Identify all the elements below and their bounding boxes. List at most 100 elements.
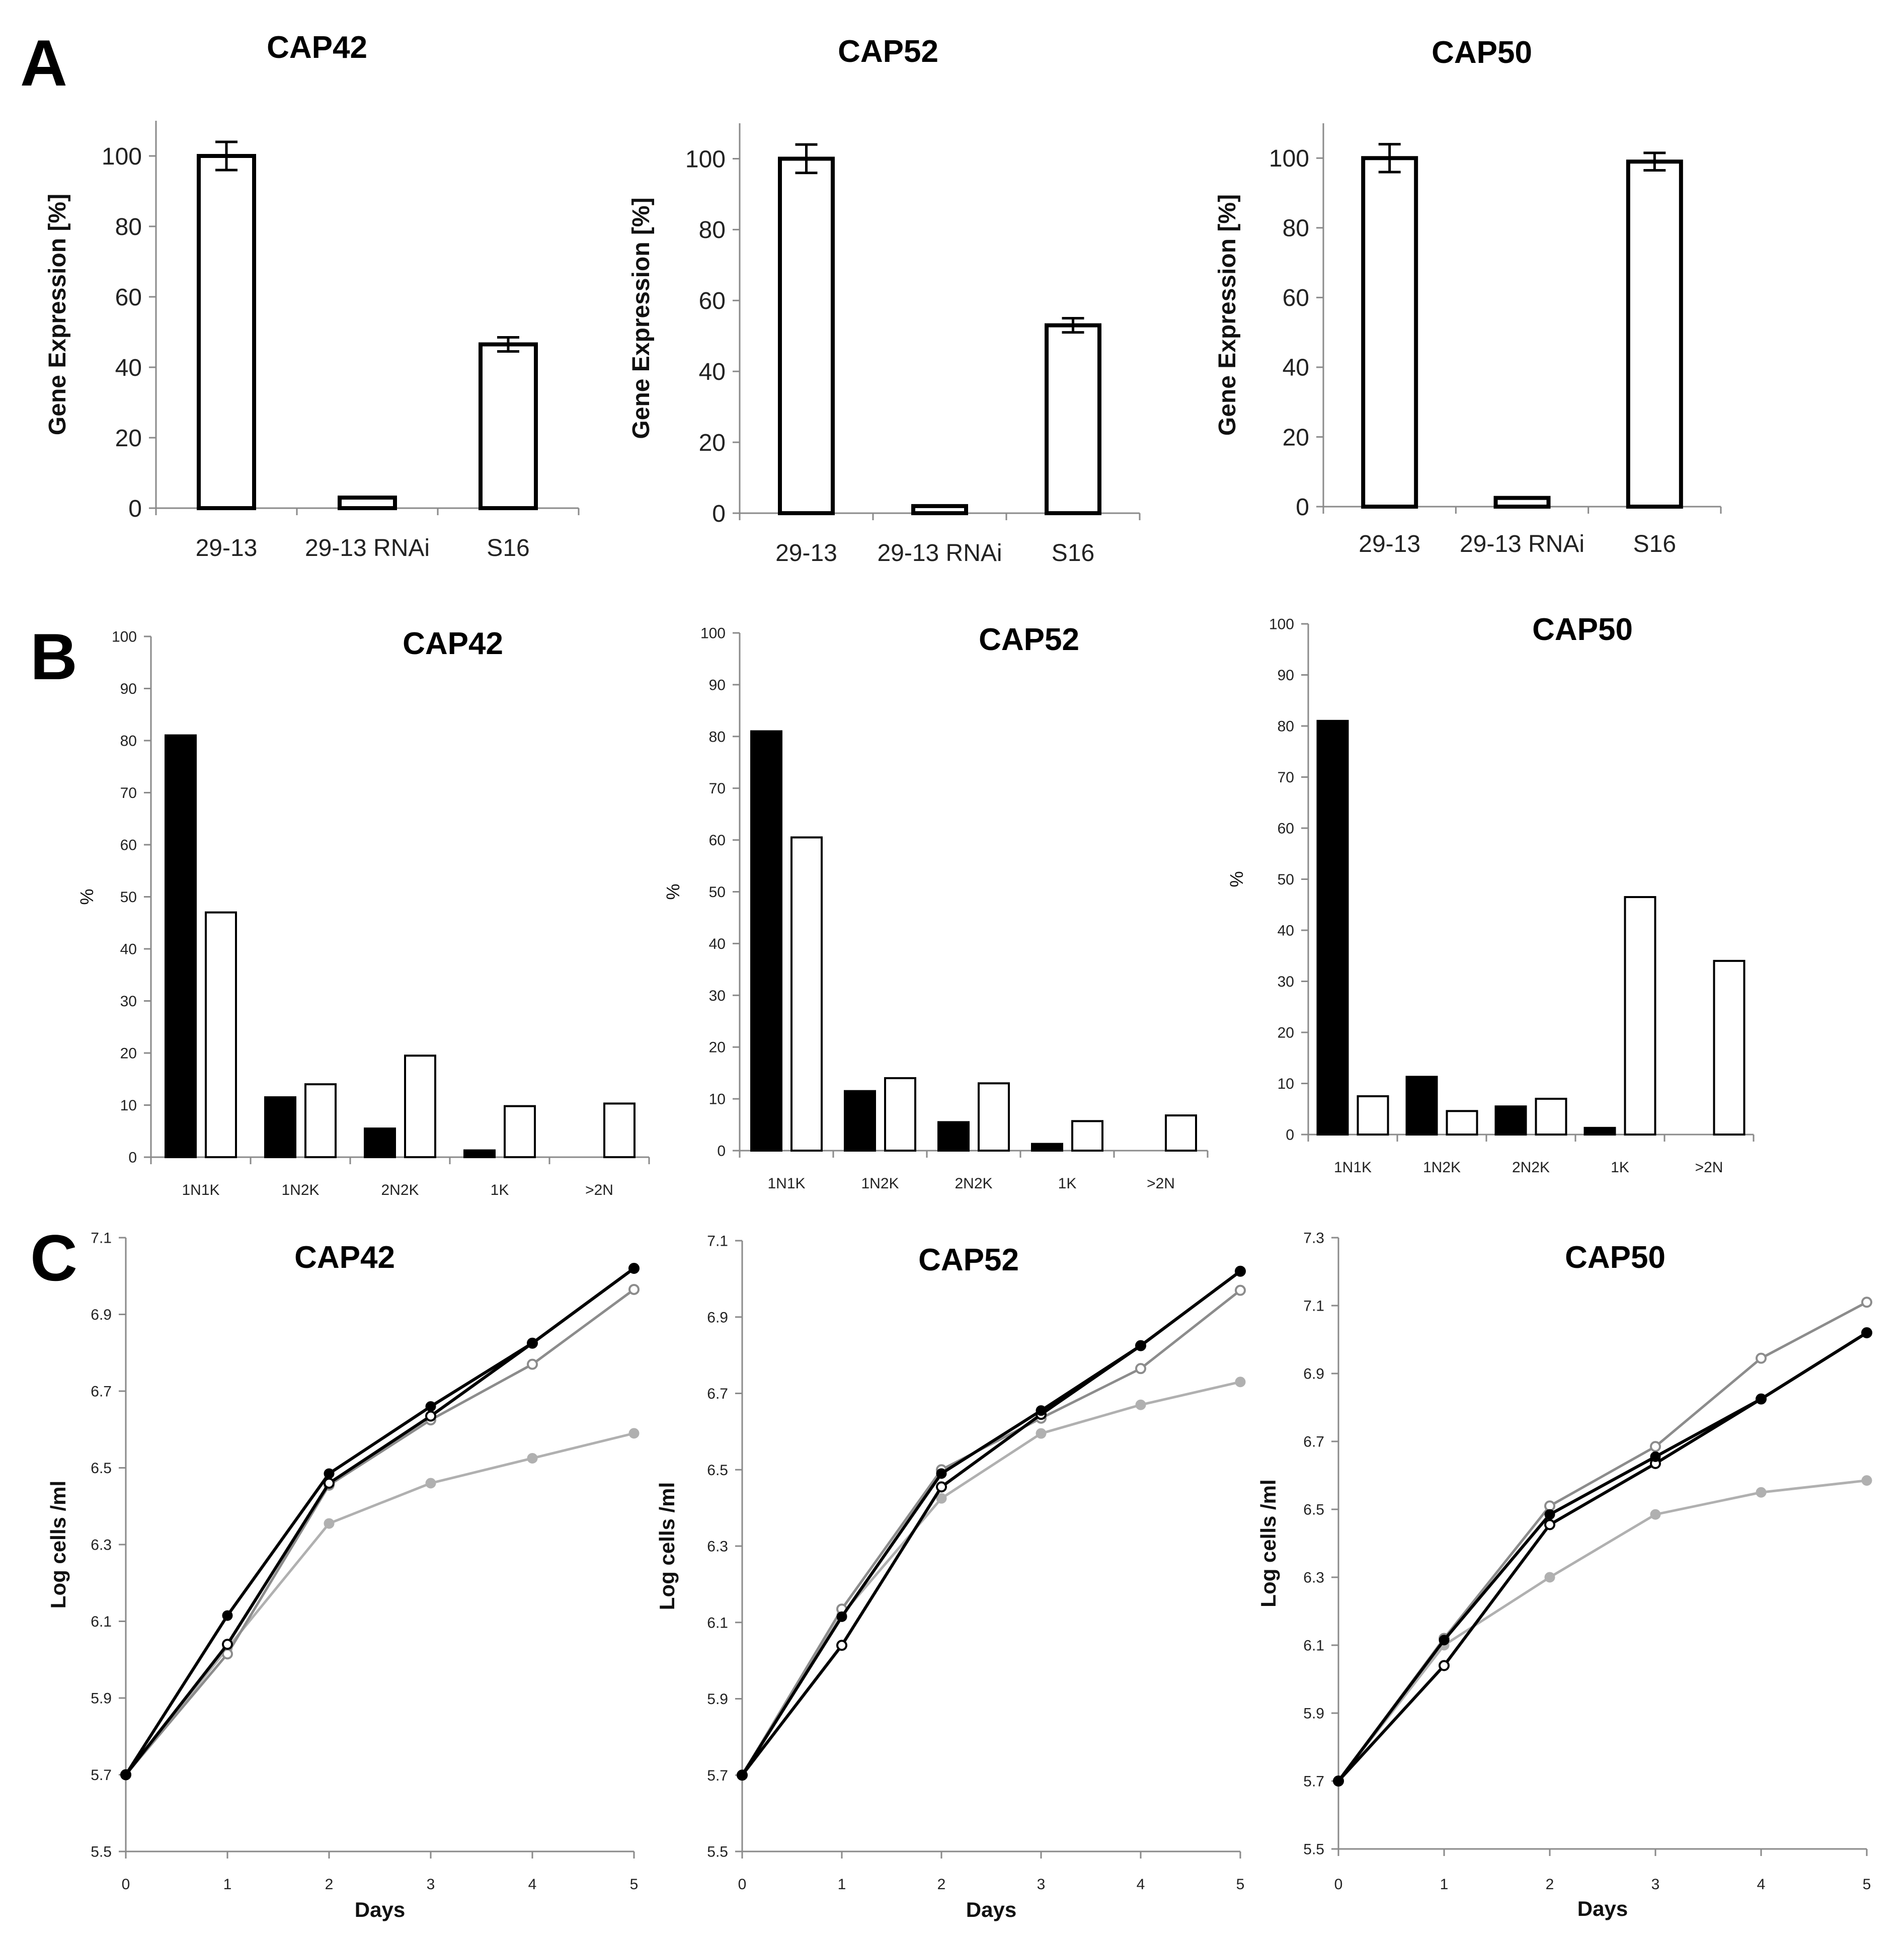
bar-control-1k bbox=[1583, 1126, 1616, 1136]
y-tick-label: 5.9 bbox=[91, 1690, 112, 1707]
x-tick-label: 1 bbox=[1440, 1876, 1449, 1893]
chart-title: CAP52 bbox=[979, 622, 1079, 657]
chart-c-cap52: CAP52 5.5 5.7 5.9 6.1 6.3 6.5 6.7 6.9 7.1 Log cell… bbox=[655, 1233, 1246, 1921]
y-axis-label: Gene Expression [%] bbox=[628, 197, 655, 439]
panel-letter-c: C bbox=[30, 1221, 77, 1295]
bar-rnai-1n2k bbox=[884, 1077, 916, 1152]
data-point-gray-filled bbox=[1861, 1475, 1872, 1486]
y-tick-label: 6.5 bbox=[91, 1460, 112, 1477]
bar-rnai-2n bbox=[1713, 959, 1746, 1136]
x-axis-label: Days bbox=[966, 1898, 1016, 1921]
chart-title: CAP50 bbox=[1565, 1240, 1665, 1275]
bar-expression-s16 bbox=[479, 342, 538, 510]
data-point-black-filled bbox=[1235, 1266, 1246, 1277]
y-tick-label: 90 bbox=[709, 677, 726, 693]
bar-expression-29-13 bbox=[778, 156, 835, 516]
y-tick-label: 20 bbox=[115, 425, 142, 452]
y-tick-label: 60 bbox=[699, 288, 726, 314]
x-tick-label: 3 bbox=[1651, 1876, 1660, 1893]
y-tick-label: 6.3 bbox=[91, 1537, 112, 1554]
y-axis-label: % bbox=[1226, 871, 1247, 887]
data-point-gray-filled bbox=[1036, 1428, 1047, 1439]
x-tick-label: 2 bbox=[325, 1876, 334, 1893]
y-tick-label: 10 bbox=[709, 1091, 726, 1108]
data-point-black-filled bbox=[836, 1611, 847, 1622]
y-tick-label: 6.9 bbox=[91, 1307, 112, 1323]
y-tick-label: 90 bbox=[120, 681, 137, 697]
data-point-gray-filled bbox=[1650, 1509, 1661, 1520]
x-tick-label: 29-13 bbox=[775, 540, 837, 567]
y-tick-label: 60 bbox=[115, 284, 142, 311]
y-tick-label: 30 bbox=[709, 988, 726, 1004]
bar-control-1k bbox=[463, 1149, 496, 1158]
bar-control-1n1k bbox=[1316, 719, 1349, 1136]
data-point-gray-filled bbox=[936, 1493, 947, 1504]
y-tick-label: 40 bbox=[115, 355, 142, 381]
y-tick-label: 0 bbox=[128, 496, 142, 522]
data-point-black-filled bbox=[1544, 1509, 1555, 1520]
x-tick-label: 3 bbox=[427, 1876, 435, 1893]
x-tick-label: 0 bbox=[1334, 1876, 1343, 1893]
y-tick-label: 100 bbox=[1269, 616, 1294, 633]
data-point-black-filled bbox=[628, 1263, 640, 1274]
y-tick-label: 80 bbox=[120, 733, 137, 750]
y-tick-label: 6.3 bbox=[1303, 1570, 1324, 1586]
y-tick-label: 0 bbox=[712, 501, 726, 527]
bar-rnai-1n1k bbox=[205, 911, 237, 1159]
y-axis-label: % bbox=[663, 883, 683, 900]
y-tick-label: 20 bbox=[1278, 1025, 1294, 1041]
x-axis-label: Days bbox=[355, 1898, 405, 1921]
x-tick-label: 1K bbox=[1058, 1175, 1077, 1192]
chart-title: CAP42 bbox=[267, 30, 367, 65]
chart-a-cap42: CAP42 0 20 40 60 80 100 Gene Expression [%] 29-1… bbox=[44, 30, 580, 561]
y-tick-label: 100 bbox=[700, 625, 726, 642]
y-tick-label: 80 bbox=[1278, 718, 1294, 735]
y-tick-label: 5.9 bbox=[1303, 1706, 1324, 1722]
y-tick-label: 6.3 bbox=[707, 1539, 728, 1555]
series-line-gray-filled bbox=[1337, 1479, 1867, 1782]
bar-rnai-1k bbox=[504, 1105, 536, 1159]
x-tick-label: 1N1K bbox=[767, 1175, 805, 1192]
bar-rnai-1n1k bbox=[1357, 1095, 1389, 1136]
bar-control-1k bbox=[1031, 1143, 1063, 1152]
chart-title: CAP52 bbox=[838, 34, 938, 69]
y-tick-label: 100 bbox=[102, 143, 142, 170]
x-tick-label: >2N bbox=[1695, 1159, 1723, 1176]
data-point-black-open bbox=[1439, 1660, 1450, 1671]
x-axis-label: Days bbox=[1577, 1897, 1628, 1920]
y-tick-label: 100 bbox=[685, 146, 726, 173]
y-tick-label: 90 bbox=[1278, 667, 1294, 684]
x-tick-label: 1N2K bbox=[861, 1175, 899, 1192]
y-tick-label: 5.7 bbox=[707, 1767, 728, 1784]
bar-rnai-2n bbox=[603, 1102, 636, 1159]
x-tick-label: 0 bbox=[738, 1876, 747, 1893]
bar-control-1n1k bbox=[750, 730, 782, 1152]
y-tick-label: 0 bbox=[1286, 1127, 1294, 1144]
y-tick-label: 5.5 bbox=[91, 1844, 112, 1861]
x-tick-label: 1N2K bbox=[1423, 1159, 1461, 1176]
chart-c-cap50: CAP50 5.5 5.7 5.9 6.1 6.3 6.5 6.7 6.9 7.1 7.3 Log c… bbox=[1256, 1230, 1872, 1920]
data-point-gray-open bbox=[1135, 1363, 1146, 1375]
x-tick-label: 3 bbox=[1037, 1876, 1046, 1893]
bar-expression-29-13-rnai bbox=[338, 496, 397, 510]
chart-c-cap42: CAP42 5.5 5.7 5.9 6.1 6.3 6.5 6.7 6.9 7.1 Log cell… bbox=[46, 1230, 640, 1921]
data-point-black-open bbox=[425, 1410, 436, 1422]
chart-title: CAP50 bbox=[1532, 612, 1633, 647]
x-tick-label: 0 bbox=[122, 1876, 130, 1893]
y-tick-label: 7.1 bbox=[1303, 1298, 1324, 1315]
y-tick-label: 100 bbox=[112, 629, 137, 645]
y-tick-label: 20 bbox=[1283, 424, 1309, 451]
series-line-black-filled bbox=[124, 1267, 635, 1776]
x-tick-label: 29-13 bbox=[1359, 531, 1420, 557]
y-tick-label: 0 bbox=[1296, 494, 1309, 521]
y-tick-label: 7.1 bbox=[707, 1233, 728, 1250]
x-tick-label: 1K bbox=[1611, 1159, 1629, 1176]
x-tick-label: 1N1K bbox=[1334, 1159, 1372, 1176]
bar-control-1n2k bbox=[1405, 1076, 1438, 1136]
y-tick-label: 60 bbox=[1278, 821, 1294, 837]
data-point-gray-open bbox=[1650, 1441, 1661, 1452]
x-tick-label: 2 bbox=[937, 1876, 946, 1893]
data-point-black-filled bbox=[425, 1401, 436, 1412]
